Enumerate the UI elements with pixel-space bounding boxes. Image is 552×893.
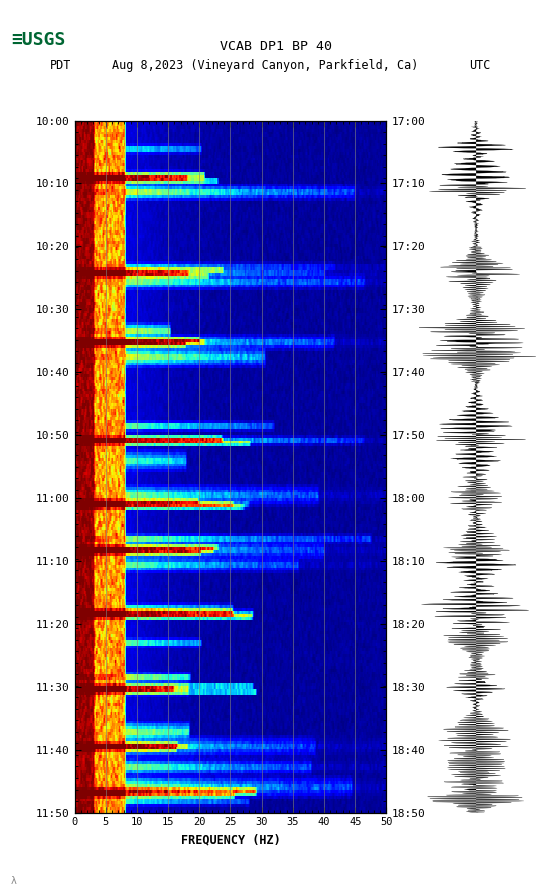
Text: Aug 8,2023 (Vineyard Canyon, Parkfield, Ca): Aug 8,2023 (Vineyard Canyon, Parkfield, … (112, 59, 418, 72)
X-axis label: FREQUENCY (HZ): FREQUENCY (HZ) (181, 833, 280, 846)
Text: ≡USGS: ≡USGS (11, 31, 66, 49)
Text: λ: λ (11, 876, 17, 886)
Text: PDT: PDT (50, 59, 71, 72)
Text: UTC: UTC (470, 59, 491, 72)
Text: VCAB DP1 BP 40: VCAB DP1 BP 40 (220, 40, 332, 54)
